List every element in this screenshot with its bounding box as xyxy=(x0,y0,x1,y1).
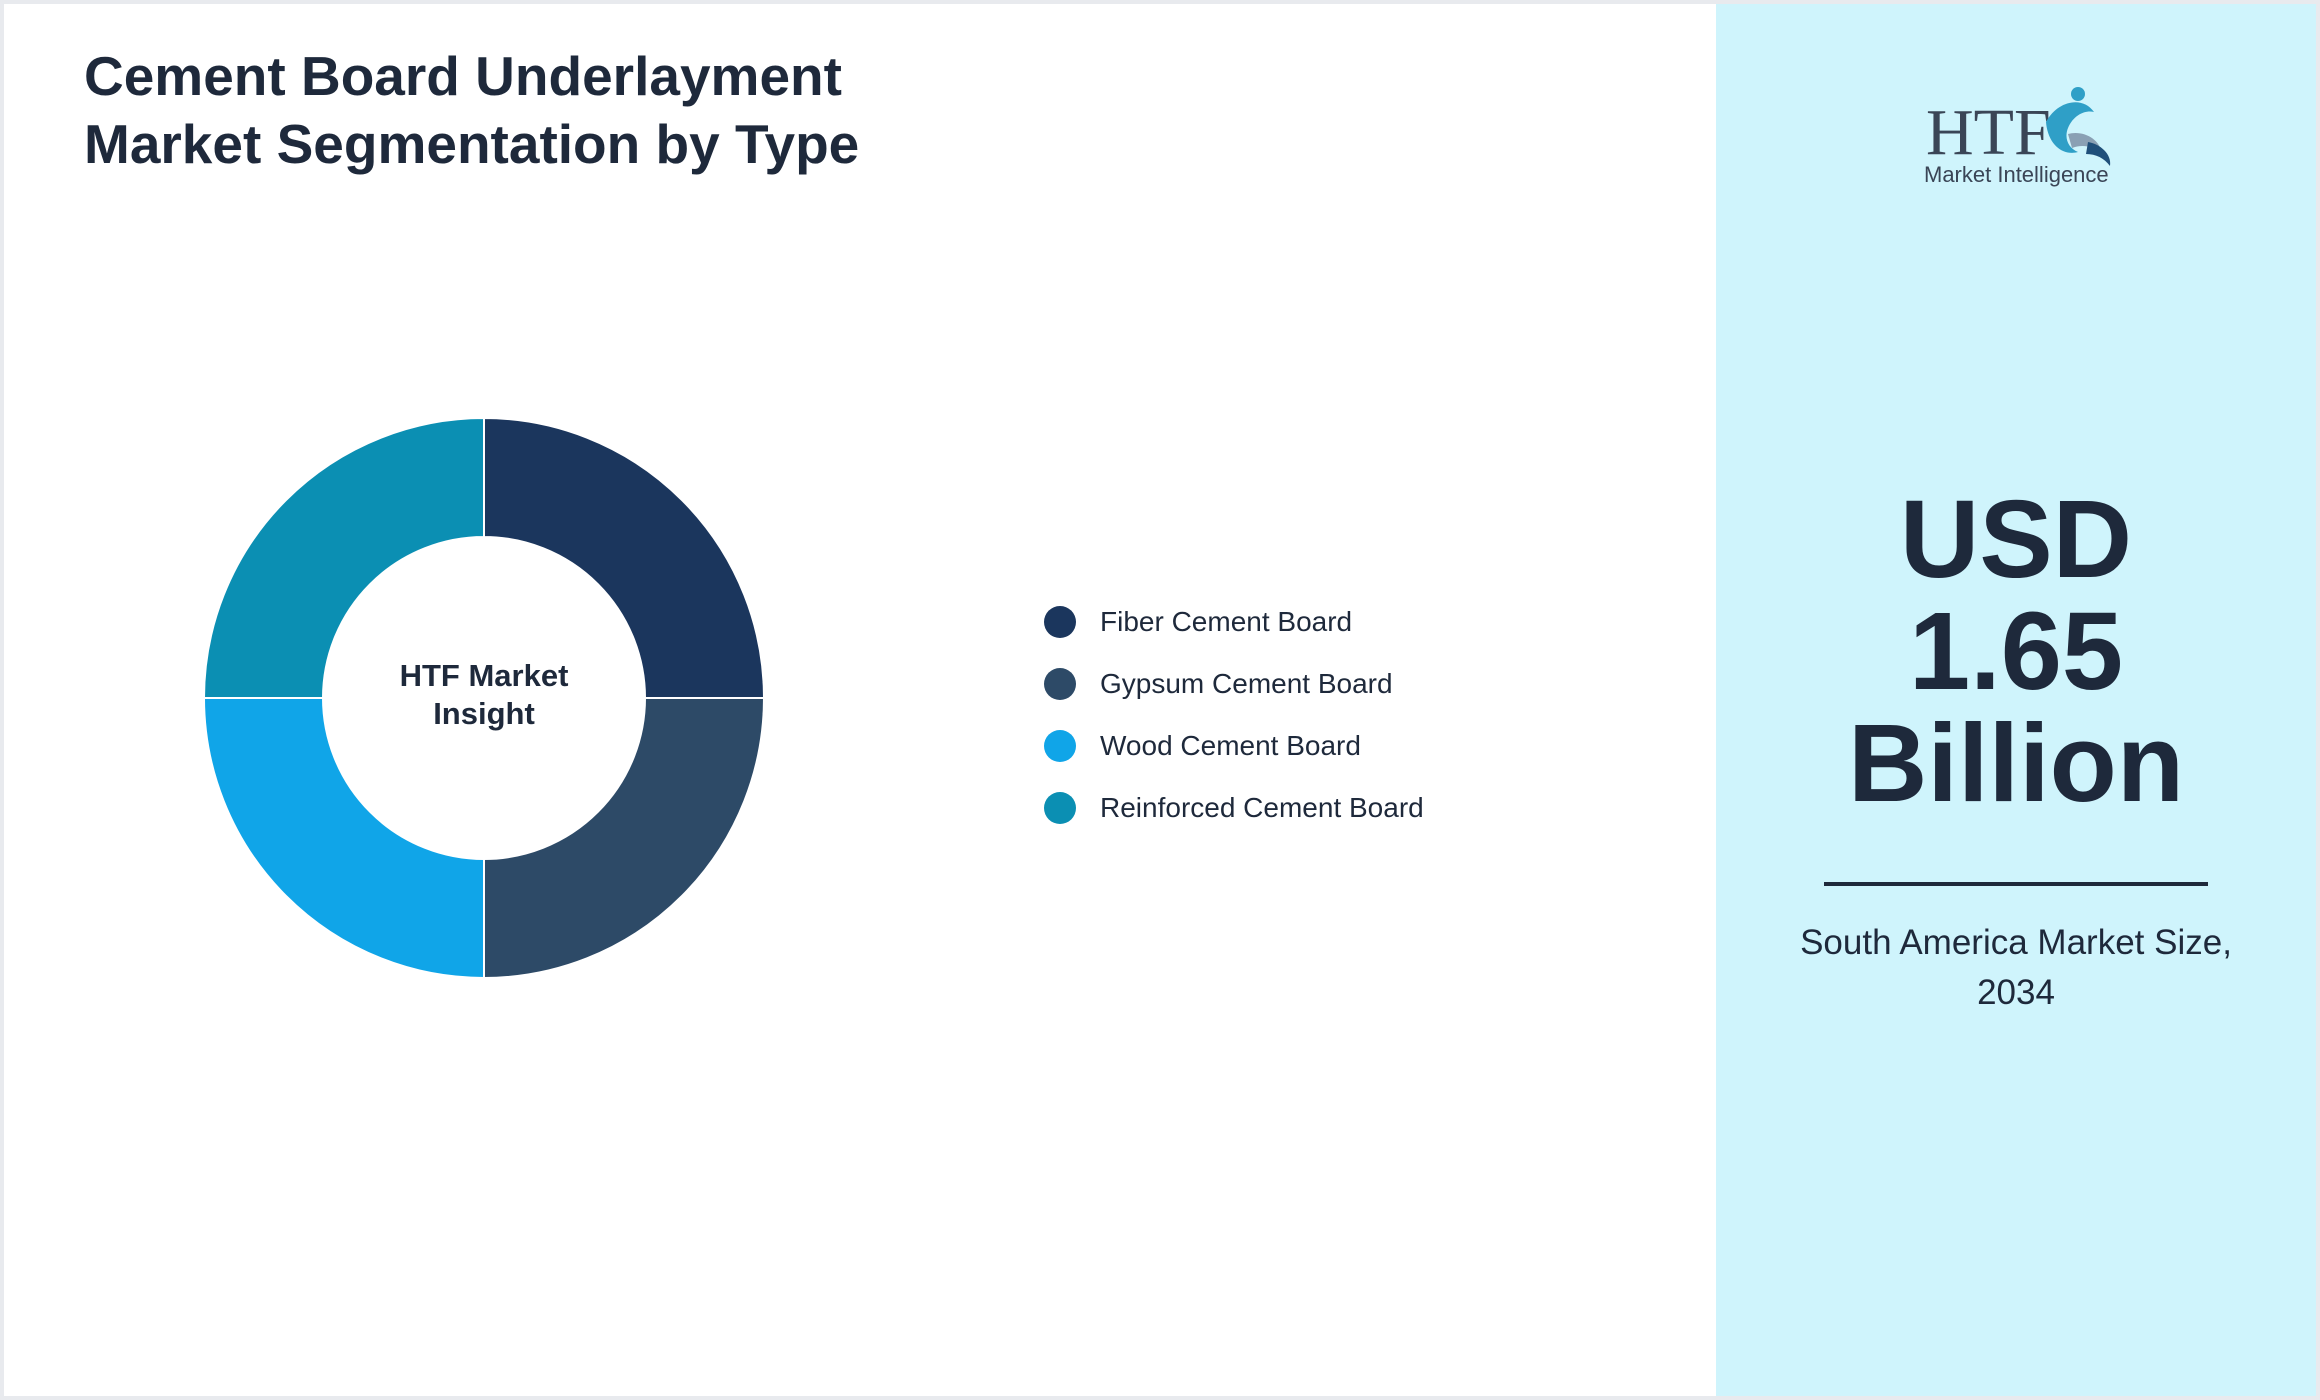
market-size-currency: USD xyxy=(1899,478,2133,601)
htf-logo: HTF Market Intelligence xyxy=(1924,87,2111,187)
logo-text: HTF xyxy=(1926,96,2051,169)
legend-label: Reinforced Cement Board xyxy=(1100,792,1424,823)
caption-line-2: 2034 xyxy=(1977,973,2055,1012)
donut-center-label-2: Insight xyxy=(433,696,535,731)
legend-swatch xyxy=(1044,730,1076,762)
legend-swatch xyxy=(1044,792,1076,824)
legend-item: Reinforced Cement Board xyxy=(1044,777,1424,839)
market-size-value: USD 1.65 Billion xyxy=(1716,484,2316,820)
chart-title: Cement Board Underlayment Market Segment… xyxy=(84,42,1084,178)
legend-item: Fiber Cement Board xyxy=(1044,591,1424,653)
divider xyxy=(1824,882,2208,886)
market-size-number: 1.65 xyxy=(1908,590,2124,713)
donut-center-label-1: HTF Market xyxy=(400,658,569,693)
logo-subtext: Market Intelligence xyxy=(1924,162,2109,187)
chart-panel: Cement Board Underlayment Market Segment… xyxy=(4,4,1716,1396)
market-size-panel: HTF Market Intelligence USD 1.65 Billion… xyxy=(1716,4,2316,1396)
chart-title-line-2: Market Segmentation by Type xyxy=(84,113,860,175)
market-size-unit: Billion xyxy=(1847,702,2185,825)
legend-label: Fiber Cement Board xyxy=(1100,606,1353,637)
market-size-caption: South America Market Size, 2034 xyxy=(1766,918,2266,1018)
donut-slice-wood-cement-board xyxy=(202,697,485,980)
donut-slice-reinforced-cement-board xyxy=(202,416,485,699)
legend-swatch xyxy=(1044,606,1076,638)
infographic: Cement Board Underlayment Market Segment… xyxy=(4,4,2316,1396)
logo-emblem-icon xyxy=(2046,87,2111,166)
legend-item: Wood Cement Board xyxy=(1044,715,1424,777)
donut-slice-fiber-cement-board xyxy=(483,416,766,699)
legend-item: Gypsum Cement Board xyxy=(1044,653,1424,715)
legend-label: Wood Cement Board xyxy=(1100,730,1361,761)
legend-swatch xyxy=(1044,668,1076,700)
caption-line-1: South America Market Size, xyxy=(1800,923,2232,962)
chart-title-line-1: Cement Board Underlayment xyxy=(84,45,842,107)
chart-legend: Fiber Cement Board Gypsum Cement Board Woo… xyxy=(1044,591,1424,839)
legend-label: Gypsum Cement Board xyxy=(1100,668,1393,699)
donut-slice-gypsum-cement-board xyxy=(483,697,766,980)
